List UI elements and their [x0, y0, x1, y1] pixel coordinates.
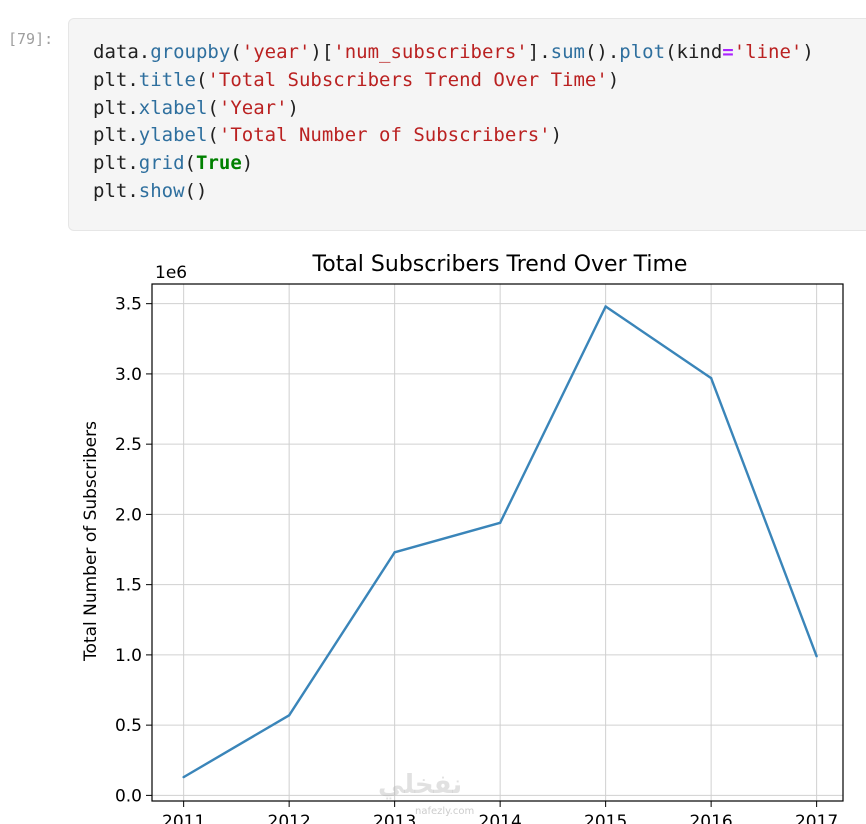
- code-token: plt: [93, 124, 128, 147]
- code-token: =: [722, 41, 734, 63]
- code-token: xlabel: [138, 96, 208, 119]
- code-token: True: [196, 152, 242, 175]
- data-point: [182, 775, 185, 779]
- watermark-logo: نفخلي: [378, 770, 463, 800]
- code-token: ): [550, 124, 563, 147]
- code-token: 'num_subscribers': [333, 41, 528, 63]
- y-tick-label: 0.0: [115, 786, 142, 806]
- y-tick-label: 3.5: [115, 295, 142, 315]
- code-token: 'Total Subscribers Trend Over Time': [207, 68, 608, 91]
- code-token: ): [287, 96, 299, 119]
- code-line: plt.show(): [93, 178, 814, 206]
- code-token: ().: [584, 41, 620, 63]
- data-point: [709, 376, 713, 380]
- code-token: plot: [619, 41, 666, 63]
- watermark-url: nafezly.com: [415, 806, 475, 817]
- code-token: plt: [93, 68, 128, 91]
- code-token: .: [127, 96, 139, 119]
- x-tick-label: 2015: [584, 812, 627, 824]
- code-token: .: [127, 124, 139, 147]
- y-tick-label: 1.0: [115, 646, 142, 666]
- y-tick-label: 2.5: [115, 435, 142, 455]
- code-token: 'Total Number of Subscribers': [218, 124, 551, 147]
- code-line: plt.xlabel('Year'): [93, 95, 814, 123]
- code-token: ): [802, 41, 814, 63]
- code-line: plt.title('Total Subscribers Trend Over …: [93, 67, 814, 95]
- x-axis-ticks: 2011 2012 2013 2014 2015 2016 2017: [162, 801, 838, 824]
- code-token: 'line': [733, 41, 803, 63]
- x-tick-label: 2017: [795, 812, 838, 824]
- x-tick-label: 2014: [479, 812, 522, 824]
- code-cell[interactable]: data.groupby('year')['num_subscribers'].…: [68, 18, 866, 231]
- y-tick-label: 3.0: [115, 365, 142, 385]
- code-token: ylabel: [138, 124, 208, 147]
- grid-lines: [152, 284, 843, 801]
- y-tick-label: 1.5: [115, 576, 142, 596]
- code-token: plt: [93, 179, 128, 202]
- code-token: (: [207, 124, 219, 147]
- x-tick-label: 2011: [162, 812, 205, 824]
- code-line: plt.ylabel('Total Number of Subscribers'…: [93, 122, 814, 150]
- x-tick-label: 2013: [373, 812, 416, 824]
- y-axis-ticks: 0.0 0.5 1.0 1.5 2.0 2.5 3.0 3.5: [115, 295, 152, 806]
- y-tick-label: 2.0: [115, 505, 142, 525]
- code-token: 'Year': [218, 96, 288, 119]
- code-token: 'year': [241, 41, 311, 63]
- data-point: [287, 714, 291, 717]
- code-token: groupby: [150, 41, 231, 63]
- code-token: .: [127, 68, 139, 91]
- y-axis-label: Total Number of Subscribers: [81, 421, 101, 662]
- code-token: .: [138, 41, 151, 63]
- code-token: plt: [93, 152, 128, 175]
- code-token: title: [138, 68, 196, 91]
- code-token: ): [607, 68, 620, 91]
- code-token: plt: [93, 96, 128, 119]
- code-token: (: [184, 152, 196, 175]
- data-point: [393, 551, 396, 554]
- y-tick-label: 0.5: [115, 716, 142, 736]
- code-token: (): [184, 179, 208, 202]
- code-token: (: [207, 96, 219, 119]
- code-token: (: [195, 68, 208, 91]
- data-point: [604, 305, 607, 308]
- data-point: [498, 521, 502, 525]
- plot-frame: [151, 283, 844, 802]
- series-lines: [182, 305, 818, 779]
- code-token: (: [230, 41, 242, 63]
- code-token: )[: [310, 41, 334, 63]
- code-line: plt.grid(True): [93, 150, 814, 178]
- code-token: (: [665, 41, 677, 63]
- x-tick-label: 2012: [268, 812, 311, 824]
- code-token: ].: [527, 41, 551, 63]
- code-token: .: [127, 152, 139, 175]
- code-token: grid: [138, 152, 185, 175]
- code-token: data: [93, 41, 139, 63]
- code-token: sum: [550, 41, 585, 63]
- data-point: [815, 655, 818, 658]
- code-token: .: [127, 179, 139, 202]
- code-line: data.groupby('year')['num_subscribers'].…: [93, 39, 814, 67]
- code-token: ): [241, 152, 254, 175]
- cell-prompt: [79]:: [8, 30, 54, 48]
- code-editor[interactable]: data.groupby('year')['num_subscribers'].…: [93, 39, 814, 206]
- code-token: show: [138, 179, 185, 202]
- x-tick-label: 2016: [689, 812, 732, 824]
- chart-title: Total Subscribers Trend Over Time: [312, 252, 688, 277]
- y-offset-label: 1e6: [155, 263, 187, 283]
- code-token: kind: [676, 41, 723, 63]
